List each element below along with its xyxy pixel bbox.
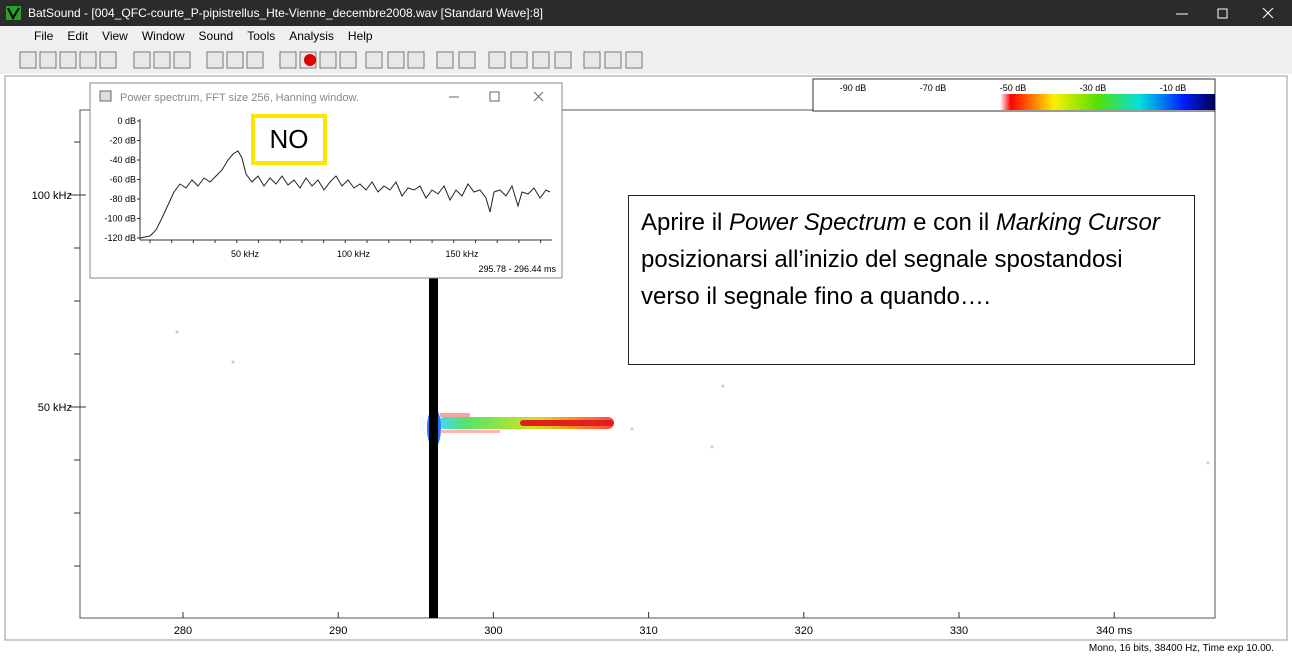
menu-item[interactable]: File: [34, 29, 54, 43]
x-tick-label: 280: [174, 625, 192, 637]
menu-item[interactable]: Sound: [198, 29, 234, 43]
no-callout: NO: [270, 124, 309, 154]
restore[interactable]: [1217, 8, 1228, 19]
ps-x-label: 100 kHz: [337, 249, 371, 259]
ps-title: Power spectrum, FFT size 256, Hanning wi…: [120, 92, 359, 104]
instruction-text: Aprire il: [641, 209, 730, 236]
window-title: BatSound - [004_QFC-courte_P-pipistrellu…: [28, 6, 543, 20]
record-icon[interactable]: [304, 54, 316, 66]
menu-item[interactable]: Tools: [247, 29, 276, 43]
marking-cursor[interactable]: [429, 270, 438, 618]
menu-item[interactable]: View: [102, 29, 128, 43]
x-tick-label: 340 ms: [1096, 625, 1133, 637]
y-tick-label: 100 kHz: [32, 190, 72, 202]
ps-y-label: -120 dB: [104, 233, 136, 243]
toolbar-icons[interactable]: [19, 51, 643, 69]
instruction-text: e con il: [906, 209, 996, 236]
status-bar: Mono, 16 bits, 38400 Hz, Time exp 10.00.: [1088, 643, 1274, 654]
colorbar: [1000, 94, 1215, 110]
power-spectrum-window[interactable]: [89, 82, 563, 279]
instruction-text: posizionarsi all’inizio del segnale spos…: [641, 246, 1123, 310]
x-tick-label: 310: [639, 625, 657, 637]
ps-x-label: 50 kHz: [231, 249, 260, 259]
colorbar-label: -90 dB: [840, 83, 867, 93]
ps-y-label: -80 dB: [109, 194, 136, 204]
ps-y-label: -20 dB: [109, 136, 136, 146]
instruction-text: Marking Cursor: [995, 209, 1160, 236]
ps-y-label: -100 dB: [104, 214, 136, 224]
menu-item[interactable]: Edit: [67, 29, 89, 43]
instruction-text: Power Spectrum: [729, 209, 907, 236]
colorbar-label: -50 dB: [1000, 83, 1027, 93]
x-tick-label: 330: [950, 625, 968, 637]
no-callout-box: [251, 114, 327, 165]
colorbar-label: -30 dB: [1080, 83, 1107, 93]
toolbar: [0, 46, 1292, 74]
instruction-box: Aprire il Power Spectrum e con il Markin…: [628, 195, 1195, 365]
x-tick-label: 320: [795, 625, 813, 637]
menu-item[interactable]: Window: [141, 29, 185, 43]
menu-bar: File Edit View Window Sound Tools Analysis Help: [0, 26, 1292, 46]
menu-item[interactable]: Help: [347, 29, 373, 43]
ps-time-range: 295.78 - 296.44 ms: [478, 264, 556, 274]
x-tick-label: 300: [484, 625, 502, 637]
title-bar: BatSound - [004_QFC-courte_P-pipistrellu…: [0, 0, 1292, 26]
ps-y-label: -40 dB: [109, 155, 136, 165]
colorbar-label: -10 dB: [1160, 83, 1187, 93]
colorbar-label: -70 dB: [920, 83, 947, 93]
ps-x-label: 150 kHz: [445, 249, 479, 259]
y-tick-label: 50 kHz: [38, 402, 72, 414]
x-tick-label: 290: [329, 625, 347, 637]
menu-item[interactable]: Analysis: [289, 29, 334, 43]
ps-y-label: -60 dB: [109, 175, 136, 185]
ps-y-label: 0 dB: [117, 116, 136, 126]
close[interactable]: [1262, 7, 1274, 19]
